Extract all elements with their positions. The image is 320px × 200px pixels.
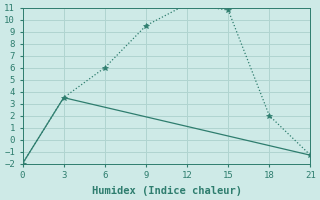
X-axis label: Humidex (Indice chaleur): Humidex (Indice chaleur) (92, 186, 242, 196)
